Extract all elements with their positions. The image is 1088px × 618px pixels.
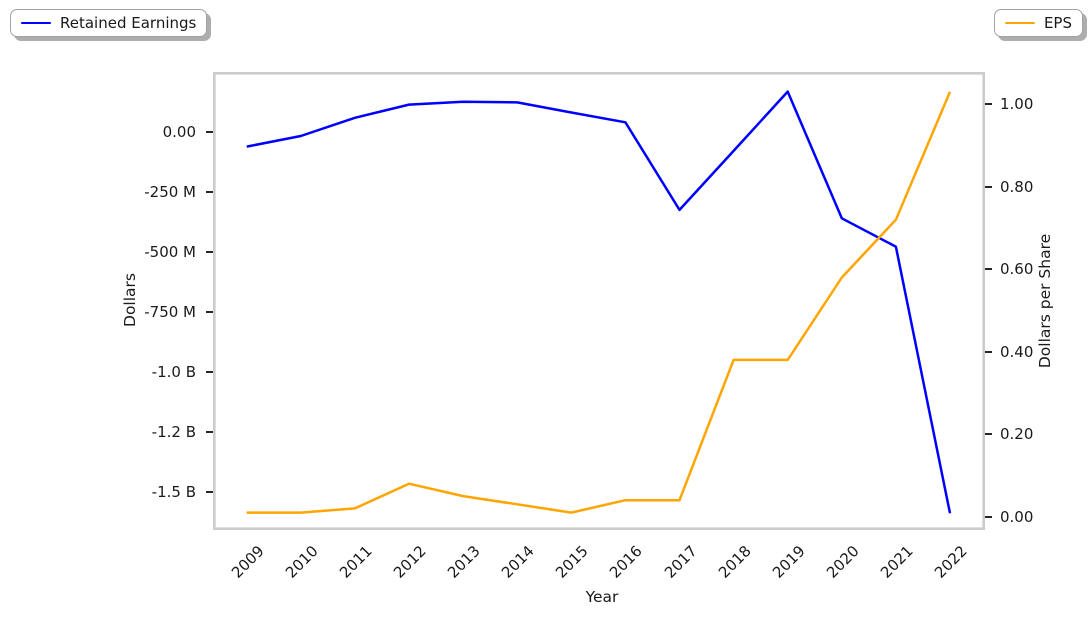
left-tick-label: 0.00: [162, 122, 196, 141]
left-tick-mark: [206, 310, 213, 313]
x-tick-label-2010: 2010: [281, 542, 322, 582]
x-tick-label-2009: 2009: [227, 542, 268, 582]
plot-border: [213, 72, 985, 530]
x-tick-label-2015: 2015: [552, 542, 593, 582]
left-tick-mark: [206, 130, 213, 133]
legend-retained-earnings: Retained Earnings: [10, 9, 208, 37]
right-tick-mark: [985, 103, 992, 106]
left-tick-label: -250 M: [144, 182, 196, 201]
legend-eps: EPS: [993, 9, 1083, 37]
left-tick-mark: [206, 190, 213, 193]
right-tick-mark: [985, 185, 992, 188]
right-tick-mark: [985, 350, 992, 353]
x-tick-label-2018: 2018: [714, 542, 755, 582]
x-tick-label-2014: 2014: [498, 542, 538, 582]
left-tick-mark: [206, 370, 213, 373]
left-tick-label: -750 M: [144, 302, 196, 321]
x-tick-label-2017: 2017: [660, 542, 701, 582]
x-tick-label-2016: 2016: [606, 542, 647, 582]
right-tick-label: 0.60: [1000, 260, 1034, 279]
x-axis-title: Year: [585, 588, 619, 606]
x-tick-label-2020: 2020: [822, 542, 863, 582]
eps-line-sample-icon: [1004, 21, 1035, 25]
retained-earnings-line-sample-icon: [21, 21, 51, 25]
left-tick-mark: [206, 490, 213, 493]
retained-earnings-line: [246, 90, 952, 514]
left-tick-label: -500 M: [144, 242, 196, 261]
x-tick-label-2021: 2021: [876, 542, 917, 582]
left-tick-mark: [206, 430, 213, 433]
right-tick-label: 0.40: [1000, 342, 1034, 361]
left-tick-label: -1.5 B: [151, 482, 196, 501]
right-tick-label: 0.80: [1000, 177, 1034, 196]
left-tick-mark: [206, 250, 213, 253]
left-tick-label: -1.2 B: [151, 422, 196, 441]
x-tick-label-2012: 2012: [389, 542, 430, 582]
x-tick-label-2013: 2013: [444, 542, 484, 582]
legend-retained-earnings-label: Retained Earnings: [60, 14, 197, 32]
right-tick-mark: [985, 433, 992, 436]
x-tick-label-2019: 2019: [768, 542, 809, 582]
right-tick-mark: [985, 268, 992, 271]
legend-eps-label: EPS: [1043, 14, 1072, 32]
eps-line: [246, 91, 952, 514]
right-tick-label: 1.00: [1000, 95, 1034, 114]
x-tick-label-2022: 2022: [930, 542, 971, 582]
left-tick-label: -1.0 B: [151, 362, 196, 381]
right-tick-label: 0.00: [1000, 507, 1034, 526]
plot-area: [213, 72, 985, 530]
x-tick-label-2011: 2011: [335, 542, 376, 582]
right-tick-label: 0.20: [1000, 425, 1034, 444]
right-tick-mark: [985, 515, 992, 518]
